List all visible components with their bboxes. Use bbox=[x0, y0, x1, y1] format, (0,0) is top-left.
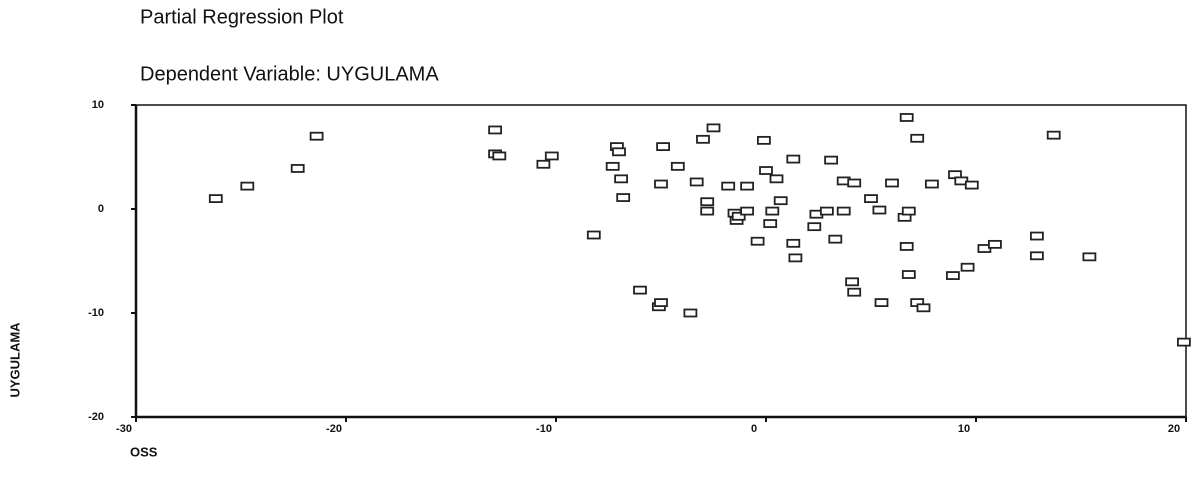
y-tick-label: 0 bbox=[98, 203, 104, 215]
point bbox=[901, 206, 916, 216]
y-axis-label: UYGULAMA bbox=[7, 322, 22, 398]
point bbox=[614, 174, 628, 184]
x-tick-label: 10 bbox=[958, 423, 970, 435]
point bbox=[700, 197, 715, 207]
point bbox=[872, 205, 887, 215]
point bbox=[765, 206, 780, 216]
point bbox=[759, 166, 773, 175]
point bbox=[683, 308, 698, 318]
point bbox=[740, 206, 754, 216]
point bbox=[656, 142, 670, 152]
chart-title: Partial Regression Plot bbox=[140, 6, 344, 28]
point bbox=[874, 298, 889, 308]
point bbox=[1046, 130, 1061, 140]
point bbox=[899, 113, 914, 122]
point bbox=[910, 133, 925, 143]
point bbox=[769, 174, 784, 184]
point bbox=[492, 151, 507, 161]
point bbox=[605, 161, 620, 171]
point bbox=[1177, 337, 1191, 347]
point bbox=[706, 123, 721, 133]
point bbox=[820, 206, 834, 216]
point bbox=[586, 230, 601, 240]
x-tick-label: 0 bbox=[751, 423, 757, 435]
point bbox=[689, 177, 704, 187]
point bbox=[696, 134, 710, 144]
point bbox=[964, 180, 979, 190]
point bbox=[847, 287, 862, 297]
point bbox=[670, 161, 685, 171]
point bbox=[807, 222, 822, 232]
point bbox=[208, 194, 223, 204]
point bbox=[885, 178, 899, 188]
point bbox=[757, 135, 771, 145]
point bbox=[786, 154, 801, 164]
point bbox=[988, 239, 1002, 249]
point bbox=[1030, 251, 1044, 261]
point bbox=[901, 270, 916, 279]
y-tick-label: -10 bbox=[88, 307, 104, 319]
point bbox=[864, 194, 878, 204]
point bbox=[309, 131, 324, 141]
point bbox=[654, 298, 668, 308]
point bbox=[290, 164, 305, 173]
x-tick-label: 20 bbox=[1168, 423, 1180, 435]
point bbox=[786, 238, 801, 248]
point bbox=[240, 181, 255, 191]
point bbox=[488, 125, 503, 135]
plot-frame bbox=[135, 104, 1187, 418]
point bbox=[633, 285, 647, 295]
point bbox=[536, 159, 551, 169]
point bbox=[836, 206, 851, 216]
point bbox=[750, 236, 765, 246]
point bbox=[925, 179, 939, 189]
chart-subtitle: Dependent Variable: UYGULAMA bbox=[140, 63, 439, 85]
point bbox=[960, 262, 975, 272]
x-tick-label: -30 bbox=[116, 423, 132, 435]
point bbox=[544, 151, 559, 161]
x-tick-label: -10 bbox=[536, 423, 552, 435]
point bbox=[700, 206, 715, 216]
point bbox=[899, 242, 914, 251]
point bbox=[763, 219, 778, 228]
x-axis-label: OSS bbox=[130, 444, 158, 459]
point bbox=[847, 178, 862, 188]
point bbox=[946, 271, 960, 280]
point bbox=[788, 253, 803, 263]
point bbox=[654, 179, 668, 189]
point bbox=[845, 277, 859, 287]
point bbox=[612, 147, 626, 157]
x-tick-label: -20 bbox=[326, 423, 342, 435]
point bbox=[824, 155, 838, 165]
point bbox=[740, 181, 754, 191]
y-tick-label: 10 bbox=[92, 99, 104, 111]
point bbox=[828, 234, 843, 244]
point bbox=[773, 196, 788, 206]
y-tick-label: -20 bbox=[88, 411, 104, 423]
point bbox=[1030, 231, 1044, 241]
point bbox=[916, 303, 931, 313]
point bbox=[1082, 252, 1097, 262]
point bbox=[731, 211, 746, 221]
point bbox=[616, 193, 631, 202]
point bbox=[721, 181, 736, 191]
